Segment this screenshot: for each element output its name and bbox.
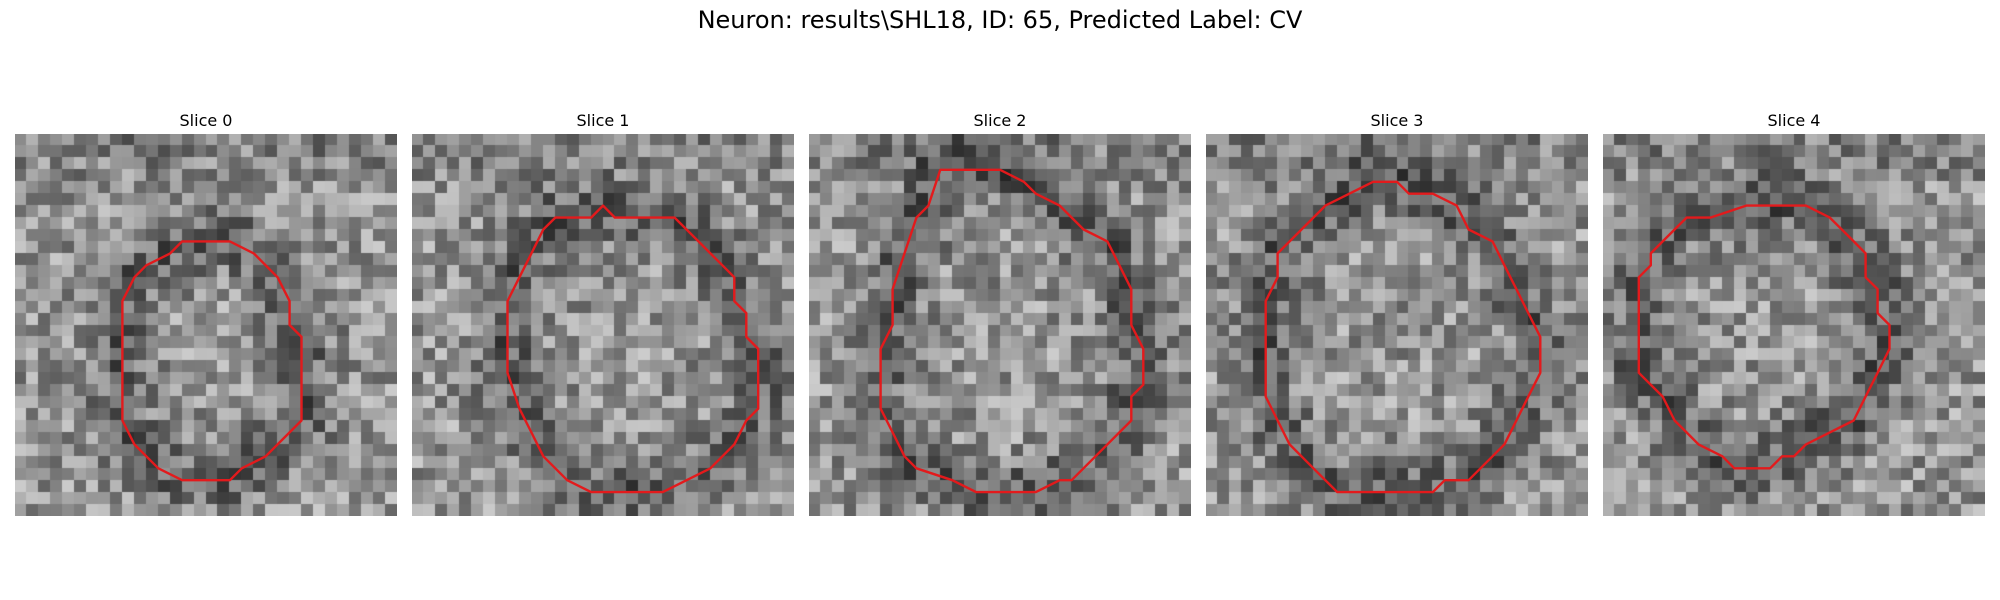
microscopy-image [412,134,794,516]
slice-panel-4: Slice 4 [1603,110,1985,516]
roi-contour [1637,204,1891,470]
slice-title: Slice 0 [179,111,233,130]
roi-contour [121,240,303,482]
slice-panel-2: Slice 2 [809,110,1191,516]
microscopy-image [809,134,1191,516]
roi-contour [879,168,1145,494]
roi-contour [506,204,760,494]
figure-title: Neuron: results\SHL18, ID: 65, Predicted… [697,6,1303,34]
microscopy-image [1603,134,1985,516]
slice-panel-0: Slice 0 [15,110,397,516]
slice-title: Slice 3 [1370,111,1424,130]
roi-contour [1264,180,1542,494]
slice-title: Slice 4 [1767,111,1821,130]
microscopy-image [15,134,397,516]
microscopy-image [1206,134,1588,516]
slice-panel-3: Slice 3 [1206,110,1588,516]
slice-title: Slice 2 [973,111,1027,130]
slice-title: Slice 1 [576,111,630,130]
slice-panel-1: Slice 1 [412,110,794,516]
